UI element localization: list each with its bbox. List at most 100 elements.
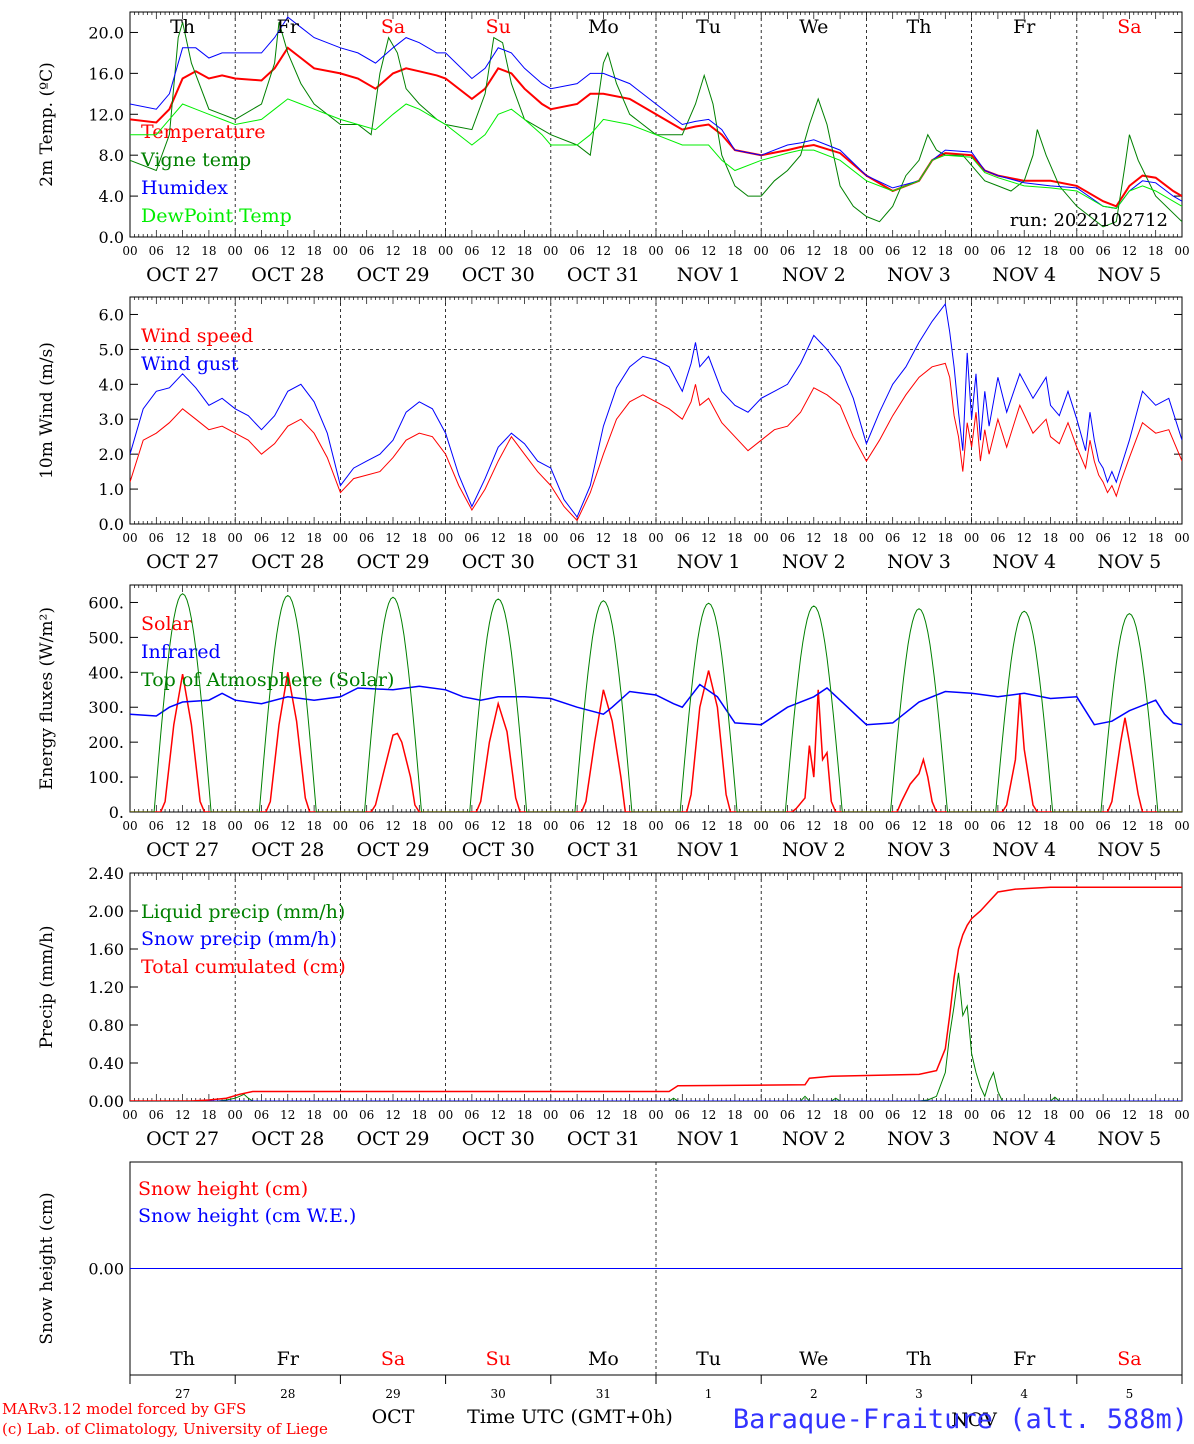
hour-tick-label: 00 (333, 531, 348, 545)
weekday-label: Su (486, 1348, 511, 1370)
y-tick-label: 3.0 (99, 410, 124, 429)
hour-tick-label: 00 (754, 244, 769, 258)
date-label: OCT 28 (251, 551, 324, 573)
hour-tick-label: 00 (228, 819, 243, 833)
legend-entry: Liquid precip (mm/h) (141, 901, 345, 923)
legend-entry: Vigne temp (140, 149, 251, 171)
hour-tick-label: 12 (385, 244, 400, 258)
day-number: 2 (810, 1387, 818, 1401)
hour-tick-label: 00 (333, 1108, 348, 1122)
hour-tick-label: 00 (543, 244, 558, 258)
hour-tick-label: 12 (806, 531, 821, 545)
hour-tick-label: 00 (754, 531, 769, 545)
date-label: OCT 29 (356, 551, 429, 573)
hour-tick-label: 18 (727, 819, 742, 833)
hour-tick-label: 18 (938, 531, 953, 545)
y-tick-label: 2.0 (99, 445, 124, 464)
y-tick-label: 0. (109, 803, 124, 822)
hour-tick-label: 06 (990, 819, 1005, 833)
hour-tick-label: 12 (175, 819, 190, 833)
hour-tick-label: 00 (1069, 1108, 1084, 1122)
hour-tick-label: 06 (990, 531, 1005, 545)
hour-tick-label: 18 (1148, 244, 1163, 258)
day-number: 30 (491, 1387, 506, 1401)
date-label: NOV 3 (887, 839, 951, 861)
panel-frame (129, 11, 1183, 238)
hour-tick-label: 18 (306, 819, 321, 833)
weekday-label: Fr (277, 16, 300, 38)
weekday-label: Sa (1117, 1348, 1141, 1370)
hour-tick-label: 18 (517, 244, 532, 258)
date-label: NOV 2 (782, 839, 846, 861)
date-label: OCT 27 (146, 264, 219, 286)
hour-tick-label: 18 (622, 531, 637, 545)
hour-tick-label: 18 (201, 1108, 216, 1122)
hour-tick-label: 18 (622, 244, 637, 258)
hour-tick-label: 00 (543, 531, 558, 545)
hour-tick-label: 00 (964, 244, 979, 258)
day-number: 1 (705, 1387, 713, 1401)
series-line-humidex (130, 16, 1182, 209)
date-label: OCT 30 (462, 264, 535, 286)
hour-tick-label: 00 (754, 1108, 769, 1122)
hour-tick-label: 12 (175, 1108, 190, 1122)
y-tick-label: 1.60 (88, 940, 124, 959)
hour-tick-label: 12 (806, 819, 821, 833)
hour-tick-label: 12 (491, 244, 506, 258)
hour-tick-label: 18 (727, 531, 742, 545)
day-number: 29 (385, 1387, 400, 1401)
hour-tick-label: 06 (885, 531, 900, 545)
hour-tick-label: 18 (1148, 531, 1163, 545)
hour-tick-label: 12 (385, 531, 400, 545)
date-label: NOV 3 (887, 551, 951, 573)
weekday-label: Su (486, 16, 511, 38)
station-name: Baraque-Fraiture (alt. 588m) (733, 1404, 1188, 1435)
hour-tick-label: 06 (359, 1108, 374, 1122)
panel-3: 00 06 12 18 00 06 12 18 00 06 12 18 00 06 12 18 00 06 12 18… (37, 584, 1190, 861)
date-label: NOV 4 (992, 264, 1056, 286)
hour-tick-label: 18 (201, 531, 216, 545)
hour-tick-label: 12 (911, 244, 926, 258)
hour-tick-label: 00 (754, 819, 769, 833)
hour-tick-label: 00 (964, 1108, 979, 1122)
legend-entry: Snow precip (mm/h) (141, 928, 337, 950)
hour-tick-label: 18 (622, 1108, 637, 1122)
hour-tick-label: 12 (701, 531, 716, 545)
date-label: NOV 4 (992, 839, 1056, 861)
hour-tick-label: 12 (806, 244, 821, 258)
y-tick-label: 16.0 (88, 64, 124, 83)
hour-tick-label: 18 (938, 244, 953, 258)
hour-tick-label: 18 (517, 819, 532, 833)
series-line-wind-gust (130, 302, 1182, 518)
y-tick-label: 100. (88, 768, 124, 787)
hour-tick-label: 12 (1122, 819, 1137, 833)
y-tick-label: 5.0 (99, 340, 124, 359)
date-label: OCT 29 (356, 1128, 429, 1150)
panel-2: 00 06 12 18 00 06 12 18 00 06 12 18 00 06 12 18 00 06 12 18… (37, 296, 1190, 573)
hour-tick-label: 06 (885, 1108, 900, 1122)
hour-tick-label: 12 (596, 1108, 611, 1122)
hour-tick-label: 18 (727, 244, 742, 258)
hour-tick-label: 12 (806, 1108, 821, 1122)
series-line-top-of-atmosphere-solar- (130, 593, 1182, 812)
hour-tick-label: 18 (832, 1108, 847, 1122)
y-axis-label: Snow height (cm) (37, 1192, 57, 1344)
weekday-label: Sa (381, 16, 405, 38)
hour-tick-label: 00 (859, 244, 874, 258)
hour-tick-label: 06 (359, 531, 374, 545)
hour-tick-label: 00 (648, 531, 663, 545)
y-tick-label: 0.80 (88, 1016, 124, 1035)
hour-tick-label: 06 (464, 244, 479, 258)
hour-tick-label: 06 (675, 244, 690, 258)
hour-tick-label: 18 (412, 1108, 427, 1122)
hour-tick-label: 06 (254, 1108, 269, 1122)
hour-tick-label: 18 (938, 819, 953, 833)
date-label: NOV 5 (1098, 264, 1162, 286)
hour-tick-label: 18 (1043, 244, 1058, 258)
hour-tick-label: 18 (412, 819, 427, 833)
weekday-label: Th (170, 16, 195, 38)
hour-tick-label: 00 (122, 819, 137, 833)
date-label: OCT 28 (251, 1128, 324, 1150)
